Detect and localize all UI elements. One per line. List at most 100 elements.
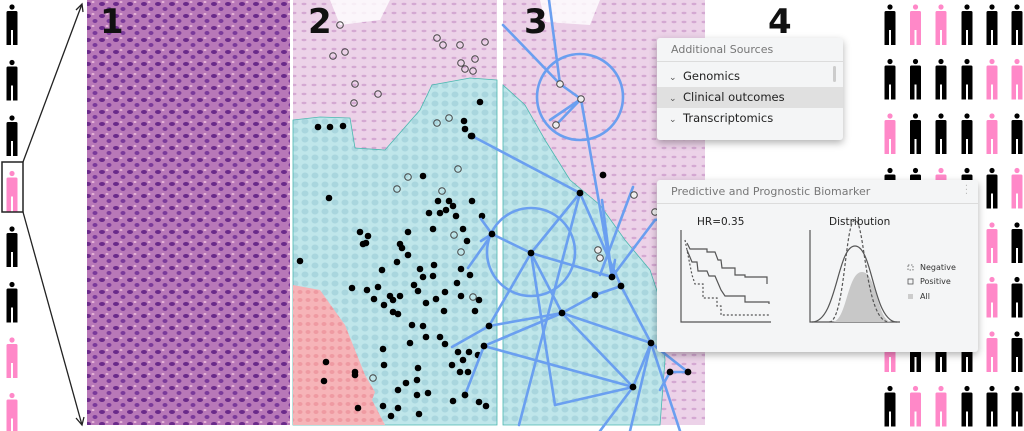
more-options-icon[interactable]: · · · <box>964 181 968 200</box>
graph-edge <box>560 293 597 315</box>
person-icon-pink <box>6 392 18 431</box>
cell-dot <box>351 371 359 379</box>
cell-dot-hollow <box>439 41 447 49</box>
cell-dot <box>402 379 410 387</box>
person-icon-black <box>910 113 921 154</box>
cell-dot <box>296 257 304 265</box>
cell-dot-hollow <box>404 173 412 181</box>
cell-dot <box>471 307 479 315</box>
source-item-clinical-outcomes[interactable]: ⌄ Clinical outcomes <box>657 87 843 108</box>
person-icon-pink <box>1011 167 1023 209</box>
cell-dot <box>459 225 467 233</box>
graph-node <box>576 189 584 197</box>
graph-node <box>617 282 625 290</box>
cell-dot <box>457 292 465 300</box>
graph-edge <box>598 185 635 277</box>
person-icon-pink <box>935 4 947 45</box>
graph-node-hollow <box>552 121 560 129</box>
cell-dot <box>314 123 322 131</box>
graph-edge <box>579 97 614 279</box>
cell-dot <box>430 261 438 269</box>
graph-edge <box>593 284 623 297</box>
person-icon-black <box>961 4 973 45</box>
cell-dot-hollow <box>469 67 477 75</box>
graph-node <box>666 368 674 376</box>
graph-edge <box>610 218 657 279</box>
graph-node <box>527 249 535 257</box>
cell-dot-hollow <box>433 119 441 127</box>
cell-dot <box>380 361 388 369</box>
graph-node <box>608 273 616 281</box>
graph-node-hollow <box>594 246 602 254</box>
person-icon-pink <box>6 337 18 378</box>
graph-edge <box>529 251 614 279</box>
cell-dot <box>440 307 448 315</box>
cell-dot <box>322 358 330 366</box>
person-icon-black <box>1011 331 1023 372</box>
scrollbar[interactable] <box>833 66 836 82</box>
person-icon-black <box>6 226 18 267</box>
cell-dot <box>464 368 472 376</box>
source-item-transcriptomics[interactable]: ⌄ Transcriptomics <box>657 108 843 129</box>
legend-all-swatch <box>908 294 913 299</box>
selected-patient-box <box>1 161 24 213</box>
graph-edge <box>490 232 533 255</box>
graph-node <box>558 309 566 317</box>
cell-dot <box>434 197 442 205</box>
cell-dot-hollow <box>481 38 489 46</box>
person-icon-pink <box>910 4 921 45</box>
graph-node <box>488 230 496 238</box>
person-icon-black <box>910 58 921 100</box>
source-label: Clinical outcomes <box>683 90 785 104</box>
cell-dot-hollow <box>336 21 344 29</box>
person-icon-black <box>884 58 896 100</box>
person-icon-black <box>1011 276 1023 318</box>
graph-edge <box>649 341 682 431</box>
cell-dot <box>449 397 457 405</box>
graph-edge <box>487 251 533 328</box>
cell-dot <box>459 356 467 364</box>
cell-dot-hollow <box>350 99 358 107</box>
biomarker-panel: Predictive and Prognostic Biomarker · · · … <box>657 180 978 352</box>
cell-dot <box>441 340 449 348</box>
cell-segmentation-panel <box>292 0 498 426</box>
cell-dot <box>463 237 471 245</box>
cell-dot <box>453 279 461 287</box>
cell-dot <box>415 410 423 418</box>
legend-positive: Positive <box>920 277 951 286</box>
graph-edge <box>482 344 635 389</box>
cell-dot <box>465 348 473 356</box>
cell-dot <box>378 266 386 274</box>
survival-plot <box>680 230 771 323</box>
panel-label-3: 3 <box>524 2 548 42</box>
cell-dot <box>457 265 465 273</box>
person-icon-black <box>986 385 998 427</box>
additional-sources-title: Additional Sources <box>657 38 843 62</box>
cell-dot <box>476 98 484 106</box>
graph-edge <box>487 311 564 328</box>
cell-dot <box>425 209 433 217</box>
cell-dot-hollow <box>461 65 469 73</box>
cell-dot <box>413 376 421 384</box>
graph-edge <box>547 0 562 86</box>
zoom-line-bottom <box>22 211 83 426</box>
cell-dot <box>398 244 406 252</box>
legend-negative: Negative <box>920 263 956 272</box>
cell-dot-hollow <box>457 248 465 256</box>
graph-edge <box>470 134 582 195</box>
cell-dot-hollow <box>351 80 359 88</box>
graph-edge <box>529 251 557 407</box>
cell-dot-hollow <box>445 114 453 122</box>
graph-node-hollow <box>577 95 585 103</box>
person-icon-pink <box>1011 58 1023 100</box>
graph-edge <box>529 251 564 315</box>
cell-dot <box>429 272 437 280</box>
source-item-genomics[interactable]: ⌄ Genomics <box>657 66 843 87</box>
cell-dot <box>460 117 468 125</box>
cell-dot <box>393 258 401 266</box>
cell-dot-hollow <box>469 293 477 301</box>
graph-edge <box>529 191 582 255</box>
person-icon-black <box>986 4 998 45</box>
cell-dot <box>482 402 490 410</box>
cell-dot-hollow <box>393 185 401 193</box>
